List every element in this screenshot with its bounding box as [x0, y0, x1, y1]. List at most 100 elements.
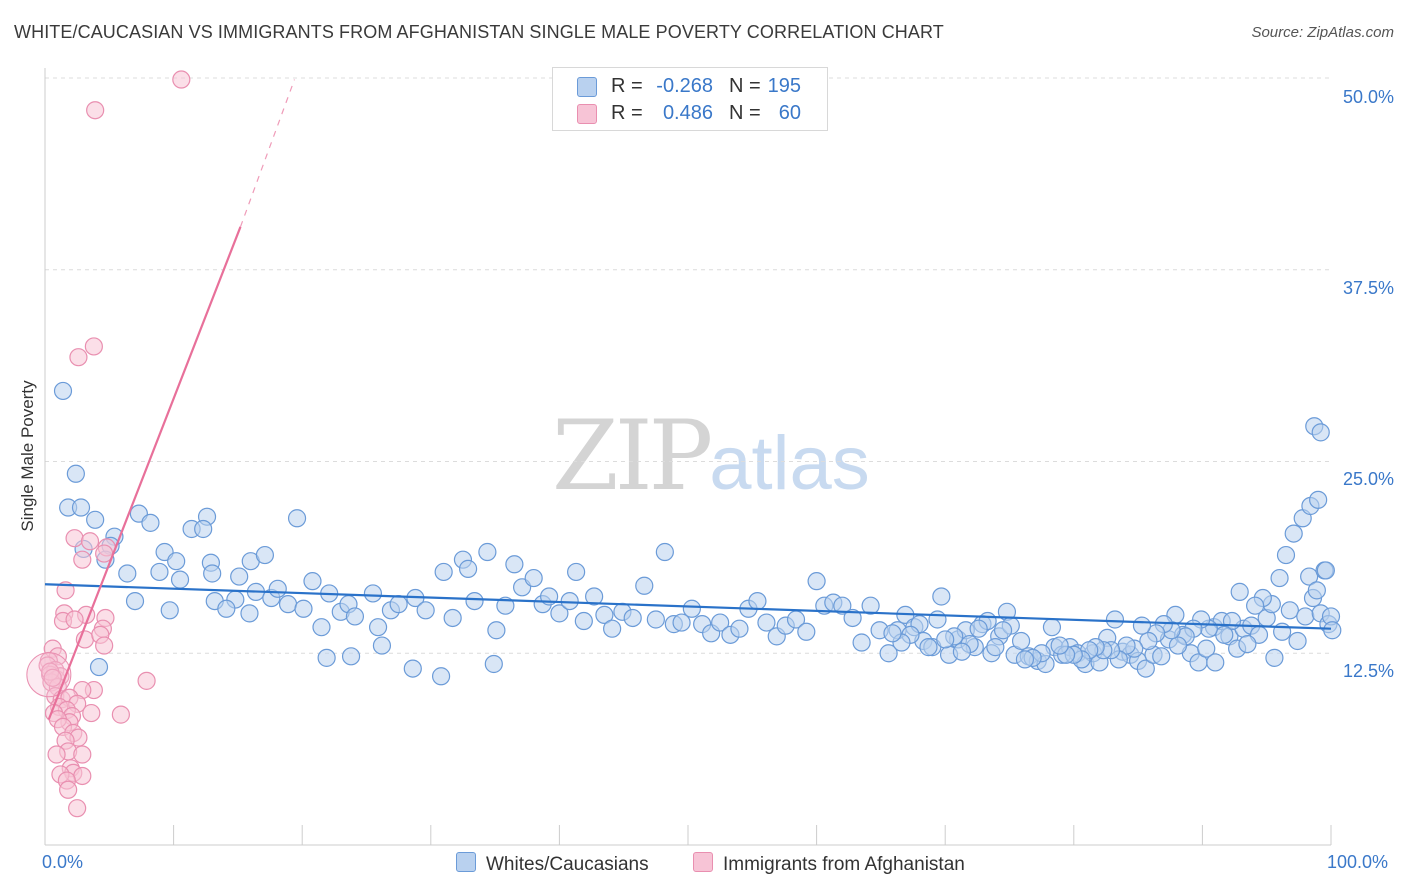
whites-point — [1311, 423, 1330, 442]
afghanistan-point — [95, 636, 114, 655]
whites-point — [1197, 639, 1216, 658]
afghanistan-point — [82, 703, 101, 723]
n-value: 60 — [778, 102, 801, 124]
whites-point — [465, 591, 484, 611]
whites-point — [230, 567, 249, 586]
afghanistan-point — [172, 70, 191, 89]
whites-point — [255, 545, 275, 565]
afghanistan-point — [73, 766, 92, 786]
whites-point — [852, 633, 871, 652]
whites-point — [1015, 650, 1035, 669]
correlation-legend: R = -0.268 N = 195 R = 0.486 N = 60 — [552, 67, 828, 131]
afghanistan-point — [86, 101, 105, 120]
whites-point — [487, 621, 506, 640]
legend-swatch-blue — [456, 852, 476, 872]
afghanistan-point — [69, 348, 88, 367]
whites-point — [89, 657, 109, 677]
whites-point — [711, 613, 730, 632]
whites-point — [1152, 647, 1171, 666]
afghanistan-point — [84, 337, 103, 356]
whites-point — [203, 564, 222, 583]
whites-point — [928, 610, 947, 629]
source-label: Source: ZipAtlas.com — [1251, 24, 1394, 41]
whites-point — [194, 519, 213, 539]
whites-point — [66, 464, 85, 483]
legend-row-whites: R = -0.268 N = 195 — [553, 75, 827, 99]
whites-point — [368, 618, 388, 637]
whites-point — [861, 596, 880, 615]
n-value: 195 — [767, 75, 801, 97]
whites-point — [1276, 545, 1296, 565]
whites-point — [443, 608, 462, 628]
whites-point — [748, 591, 767, 611]
whites-point — [797, 622, 816, 641]
whites-trend-line — [44, 583, 1332, 630]
whites-point — [341, 647, 361, 666]
legend-swatch-blue — [577, 77, 597, 97]
whites-point — [1309, 490, 1328, 509]
r-value: -0.268 — [656, 75, 713, 97]
whites-point — [141, 513, 160, 532]
whites-point — [1307, 581, 1326, 600]
afghanistan-point — [80, 532, 100, 551]
r-label: R = — [611, 102, 643, 124]
afghanistan-point — [111, 705, 130, 724]
whites-point — [431, 667, 451, 686]
legend-item-whites[interactable]: Whites/Caucasians — [456, 852, 649, 876]
whites-point — [345, 607, 365, 626]
whites-point — [524, 568, 543, 588]
watermark: ZIPatlas — [552, 400, 870, 512]
whites-point — [403, 659, 422, 678]
whites-point — [125, 591, 145, 611]
whites-point — [635, 576, 654, 595]
whites-point — [1265, 648, 1284, 667]
whites-point — [167, 552, 186, 571]
whites-point — [1300, 567, 1319, 586]
chart-title: WHITE/CAUCASIAN VS IMMIGRANTS FROM AFGHA… — [14, 22, 944, 42]
whites-point — [1168, 636, 1188, 655]
whites-point — [1323, 621, 1342, 640]
r-value: 0.486 — [662, 102, 713, 124]
whites-point — [294, 599, 313, 618]
whites-point — [550, 604, 569, 623]
whites-point — [585, 587, 604, 606]
whites-point — [1270, 568, 1289, 588]
whites-point — [1246, 596, 1265, 615]
whites-point — [1238, 634, 1257, 654]
whites-point — [682, 599, 701, 618]
whites-point — [496, 596, 515, 615]
whites-point — [160, 601, 179, 620]
whites-point — [217, 599, 236, 618]
whites-point — [567, 562, 586, 582]
legend-row-afghanistan: R = 0.486 N = 60 — [553, 102, 827, 126]
whites-point — [170, 570, 190, 589]
whites-point — [1230, 582, 1249, 601]
whites-point — [1288, 631, 1307, 651]
whites-point — [1132, 616, 1152, 635]
whites-point — [287, 509, 307, 528]
whites-point — [363, 584, 383, 603]
whites-point — [1011, 631, 1031, 651]
whites-point — [372, 636, 392, 655]
afghanistan-point — [47, 745, 66, 764]
y-tick-label-25: 25.0% — [1342, 469, 1394, 489]
legend-swatch-pink — [577, 104, 597, 124]
series-legend: Whites/Caucasians Immigrants from Afghan… — [0, 852, 1406, 878]
whites-point — [1105, 610, 1125, 629]
whites-point — [730, 619, 749, 638]
afghanistan-trend-line — [47, 226, 242, 720]
whites-point — [268, 579, 287, 598]
legend-item-afghanistan[interactable]: Immigrants from Afghanistan — [693, 852, 965, 876]
whites-point — [1139, 631, 1158, 651]
whites-point — [118, 564, 137, 583]
whites-point — [71, 498, 91, 517]
whites-point — [389, 595, 408, 614]
whites-point — [312, 618, 331, 637]
afghanistan-point — [65, 529, 84, 548]
whites-point — [807, 572, 826, 591]
legend-label-whites: Whites/Caucasians — [486, 854, 649, 875]
afghanistan-point — [68, 799, 87, 818]
whites-point — [919, 638, 938, 657]
whites-point — [240, 604, 259, 623]
